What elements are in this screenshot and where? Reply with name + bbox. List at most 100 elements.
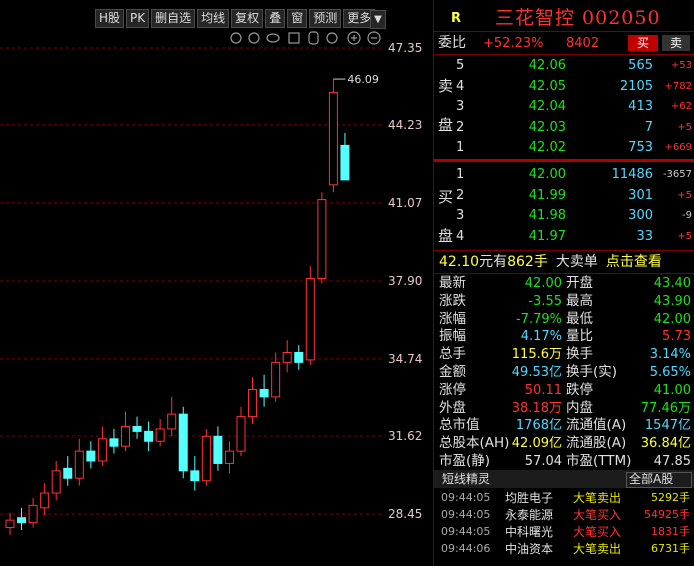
toolbar-button[interactable]: 均线 (197, 9, 230, 28)
toolbar-button[interactable]: H股 (95, 9, 125, 28)
feed-stock[interactable]: 中科曙光 (505, 525, 554, 539)
level: 1 (456, 140, 465, 155)
stat-value: 1768亿 (515, 418, 562, 434)
ticker-part: 大卖单 (555, 254, 598, 270)
stat-value: 38.18万 (511, 400, 562, 416)
stat-label: 换手 (566, 346, 593, 363)
feed-event: 大笔卖出 (573, 542, 622, 556)
change: +53 (670, 60, 692, 71)
stat-label: 外盘 (439, 399, 466, 416)
side-label: 卖 (438, 77, 454, 95)
stat-label: 总股本(AH) (439, 435, 510, 452)
stat-label: 金额 (439, 364, 466, 380)
candle-body (51, 470, 61, 494)
feed-title: 短线精灵 (442, 472, 491, 486)
volume: 565 (628, 58, 653, 73)
chart-tools (230, 31, 381, 45)
ticker-part: 元有 (479, 254, 508, 270)
price: 41.97 (528, 228, 566, 244)
ratio: +52.23% (483, 36, 544, 51)
toolbar-button[interactable]: 预测 (309, 9, 342, 28)
side-label: 盘 (438, 227, 454, 245)
stat-label: 开盘 (566, 275, 593, 291)
change: +62 (670, 101, 692, 112)
toolbar-button[interactable]: 复权 (231, 9, 264, 28)
stat-value: 49.53亿 (511, 365, 562, 380)
price: 42.02 (528, 140, 566, 155)
feed-event: 大笔买入 (573, 508, 622, 522)
toolbar-dropdown[interactable]: ▼ (370, 10, 386, 29)
change: -3657 (662, 169, 692, 180)
price: 42.00 (528, 167, 566, 182)
stat-label: 最高 (566, 292, 593, 309)
side-label: 盘 (438, 116, 454, 134)
stat-label: 总市值 (439, 417, 480, 434)
price: 42.06 (528, 58, 566, 73)
volume: 301 (628, 187, 653, 203)
change: +5 (677, 189, 692, 201)
ratio-diff: 8402 (566, 36, 600, 51)
candle-body (317, 199, 327, 280)
candle-body (190, 470, 200, 482)
candle-body (74, 450, 84, 479)
toolbar-button[interactable]: 窗 (287, 9, 308, 28)
stat-label: 流通股(A) (566, 435, 627, 452)
level: 3 (456, 208, 465, 223)
change: +782 (664, 80, 692, 92)
stat-value: 5.65% (649, 365, 691, 380)
stat-value: 41.00 (653, 382, 691, 398)
kline-chart: 47.35 44.23 41.07 37.90 34.74 31.62 28.45 46.09 (0, 31, 422, 535)
feed-stock[interactable]: 中油资本 (505, 542, 554, 556)
stat-value: 5.73 (662, 329, 691, 345)
feed-amount: 1831手 (651, 525, 690, 538)
volume: 7 (644, 119, 653, 135)
stat-value: -7.79% (516, 311, 562, 327)
feed-time: 09:44:05 (441, 525, 491, 538)
candle-body (109, 438, 119, 447)
high-label: 46.09 (347, 73, 379, 86)
level: 2 (456, 187, 465, 203)
toolbar-button[interactable]: 删自选 (151, 9, 196, 28)
feed-time: 09:44:05 (441, 508, 491, 521)
change: -9 (682, 210, 692, 221)
toolbar-button[interactable]: 更多 (343, 9, 376, 28)
candle-body (155, 428, 165, 442)
candle-body (213, 435, 223, 464)
candle-body (5, 519, 15, 529)
buy-button[interactable]: 买 (628, 35, 658, 51)
volume: 33 (636, 228, 653, 244)
ticker-part[interactable]: 点击查看 (605, 254, 662, 270)
candle-body (178, 413, 188, 472)
y-tick-label: 28.45 (388, 507, 422, 521)
stat-label: 内盘 (566, 399, 593, 416)
toolbar-button[interactable]: PK (126, 9, 150, 28)
stat-value: 43.40 (653, 276, 691, 291)
stat-value: 43.90 (653, 293, 691, 309)
candle-body (294, 352, 304, 363)
divider (434, 273, 694, 274)
toolbar-button[interactable]: 叠 (265, 9, 286, 28)
price: 42.03 (528, 119, 566, 135)
panel-divider (433, 0, 434, 566)
candle-body (201, 435, 211, 482)
candle-body (328, 91, 338, 186)
sell-button[interactable]: 卖 (662, 35, 690, 51)
y-tick-label: 47.35 (388, 41, 422, 55)
candle-body (63, 467, 73, 479)
stat-value: 77.46万 (640, 400, 691, 416)
candle-body (144, 430, 154, 442)
feed-stock[interactable]: 永泰能源 (505, 508, 554, 522)
feed-filter[interactable]: 全部A股 (626, 472, 692, 488)
stat-label: 市盈(TTM) (566, 453, 632, 469)
candle-body (167, 413, 177, 430)
feed-stock[interactable]: 均胜电子 (505, 491, 554, 505)
candle-body (305, 278, 315, 361)
stat-label: 换手(实) (566, 364, 618, 380)
divider (434, 159, 694, 162)
candle-body (259, 388, 269, 398)
stat-label: 总手 (439, 346, 466, 363)
divider (434, 31, 694, 32)
stat-value: 42.09亿 (511, 436, 562, 452)
side-label: 买 (438, 188, 454, 206)
stat-label: 跌停 (566, 381, 593, 398)
